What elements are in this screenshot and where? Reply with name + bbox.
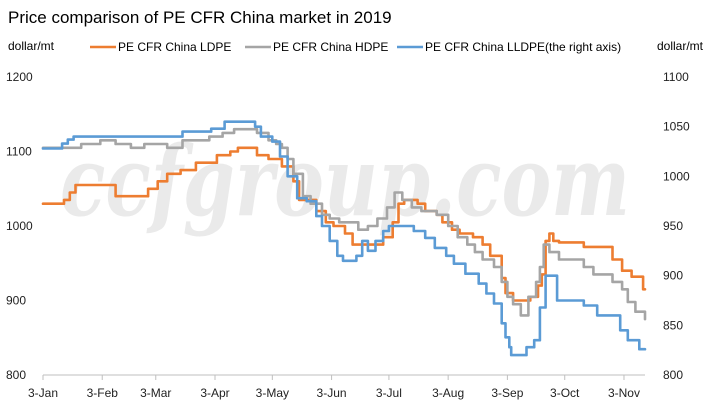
series-line-hdpe (41, 127, 647, 321)
left-y-tick-label: 800 (6, 368, 26, 382)
x-tick-label: 3-Nov (608, 386, 640, 400)
series-line-ldpe (41, 146, 647, 302)
x-tick-label: 3-Jun (317, 386, 347, 400)
chart-title: Price comparison of PE CFR China market … (8, 8, 392, 27)
left-y-tick-label: 1000 (6, 219, 33, 233)
x-tick-label: 3-Jul (376, 386, 402, 400)
left-y-tick-label: 900 (6, 294, 26, 308)
right-y-tick-label: 900 (663, 269, 683, 283)
left-axis-unit: dollar/mt (8, 39, 55, 53)
right-y-tick-label: 1100 (663, 70, 689, 84)
x-tick-label: 3-Feb (87, 386, 119, 400)
x-tick-label: 3-Apr (200, 386, 229, 400)
legend-label-hdpe: PE CFR China HDPE (273, 40, 388, 54)
left-y-tick-label: 1200 (6, 70, 33, 84)
x-tick-label: 3-Oct (550, 386, 580, 400)
right-axis-unit: dollar/mt (657, 39, 704, 53)
series-line-lldpe (41, 120, 647, 357)
right-y-tick-label: 850 (663, 318, 683, 332)
right-y-tick-label: 950 (663, 219, 683, 233)
x-tick-label: 3-May (256, 386, 289, 400)
right-y-tick-label: 800 (663, 368, 683, 382)
legend-label-ldpe: PE CFR China LDPE (118, 40, 231, 54)
right-y-tick-label: 1050 (663, 120, 690, 134)
x-tick-label: 3-Jan (28, 386, 58, 400)
x-tick-label: 3-Aug (432, 386, 464, 400)
right-y-tick-label: 1000 (663, 169, 690, 183)
legend-label-lldpe: PE CFR China LLDPE(the right axis) (425, 40, 621, 54)
x-tick-label: 3-Mar (140, 386, 171, 400)
x-tick-label: 3-Sep (491, 386, 523, 400)
left-y-tick-label: 1100 (6, 145, 32, 159)
